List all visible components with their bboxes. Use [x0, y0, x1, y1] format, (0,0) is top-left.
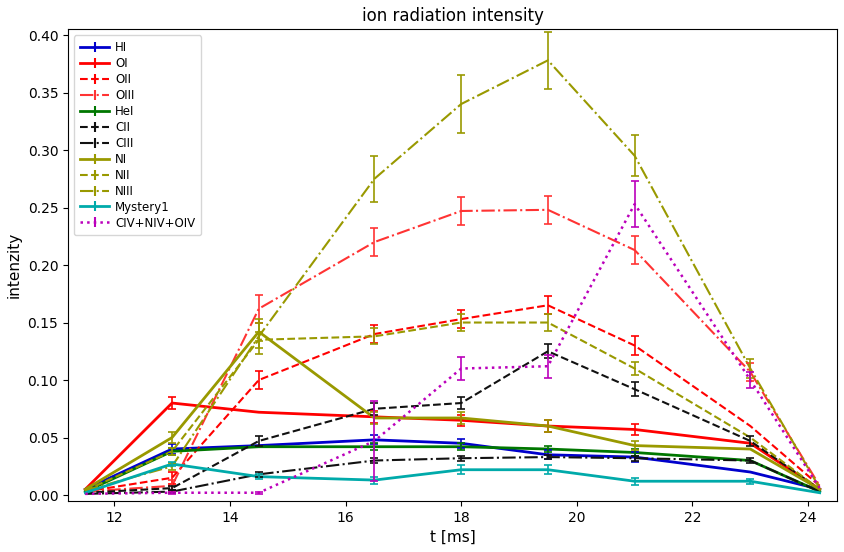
- Title: ion radiation intensity: ion radiation intensity: [361, 7, 544, 25]
- Legend: HI, OI, OII, OIII, HeI, CII, CIII, NI, NII, NIII, Mystery1, CIV+NIV+OIV: HI, OI, OII, OIII, HeI, CII, CIII, NI, N…: [74, 35, 201, 236]
- Y-axis label: intenzity: intenzity: [7, 232, 22, 298]
- X-axis label: t [ms]: t [ms]: [430, 530, 475, 545]
